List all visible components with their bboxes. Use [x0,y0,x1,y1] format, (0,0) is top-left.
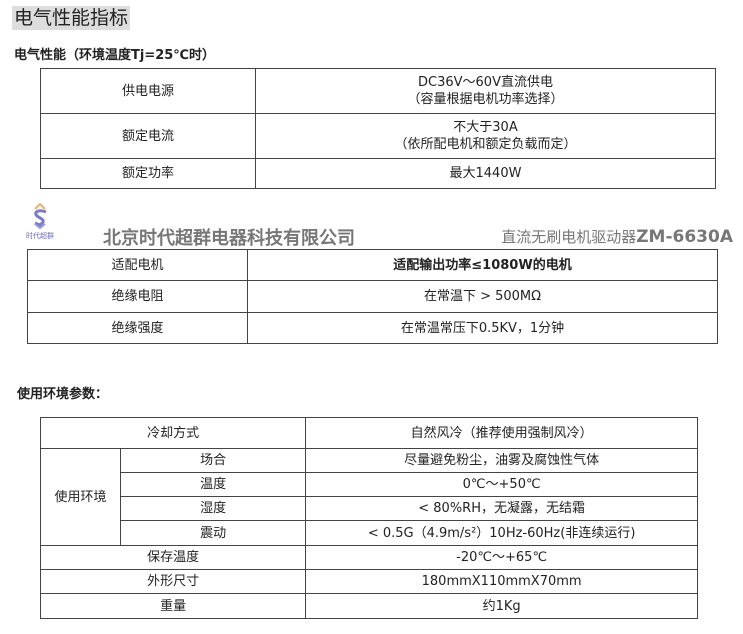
logo-text: 时代超群 [26,232,54,240]
table-row: 绝缘电阻 在常温下 > 500MΩ [27,280,718,313]
row-value: -20℃～+65℃ [305,545,698,570]
value-line: DC36V～60V直流供电 [418,75,553,90]
page-title: 电气性能指标 [12,6,131,30]
row-value: < 0.5G（4.9m/s²）10Hz-60Hz(非连续运行) [305,520,698,546]
group-label: 使用环境 [40,448,121,546]
value-line: （容量根据电机功率选择） [407,92,564,107]
table-row: 湿度 < 80%RH，无凝露，无结霜 [41,496,698,521]
row-label: 场合 [119,448,307,473]
row-label: 供电电源 [40,68,256,114]
table-row: 重量 约1Kg [39,593,698,619]
row-label: 绝缘电阻 [27,280,248,313]
table-row: 震动 < 0.5G（4.9m/s²）10Hz-60Hz(非连续运行) [41,520,698,546]
company-name: 北京时代超群电器科技有限公司 [103,228,355,249]
row-label: 绝缘强度 [27,312,248,344]
row-value: 约1Kg [305,593,698,619]
row-label: 额定功率 [40,158,256,189]
environment-table: 冷却方式 自然风冷（推荐使用强制风冷） 使用环境 场合 尽量避免粉尘，油雾及腐蚀性气体… [39,417,698,619]
table-row: 冷却方式 自然风冷（推荐使用强制风冷） [39,417,698,449]
row-label: 湿度 [119,496,307,521]
table-row: 绝缘强度 在常温常压下0.5KV，1分钟 [27,312,718,344]
row-label: 外形尺寸 [39,569,307,594]
row-value: 尽量避免粉尘，油雾及腐蚀性气体 [305,448,698,473]
row-label: 额定电流 [40,113,256,159]
row-value: 在常温常压下0.5KV，1分钟 [247,312,718,344]
row-label: 重量 [39,593,307,619]
value-line: 不大于30A [453,120,518,135]
value-line: （依所配电机和额定负载而定） [394,137,577,152]
table-row: 适配电机 适配输出功率≤1080W的电机 [27,249,718,281]
section-heading-electrical: 电气性能（环境温度Tj=25℃时） [14,48,216,63]
row-value: < 80%RH，无凝露，无结霜 [305,496,698,521]
row-label: 适配电机 [27,249,248,281]
table-row: 额定功率 最大1440W [40,158,716,189]
row-label: 温度 [119,472,307,497]
row-value: 不大于30A （依所配电机和额定负载而定） [255,113,716,159]
row-value: 180mmX110mmX70mm [305,569,698,594]
section-heading-environment: 使用环境参数： [17,387,109,402]
row-label: 冷却方式 [39,417,307,449]
row-value: 0℃～+50℃ [305,472,698,497]
row-value: 最大1440W [255,158,716,189]
table-row: 外形尺寸 180mmX110mmX70mm [39,569,698,594]
row-value: 适配输出功率≤1080W的电机 [247,249,718,281]
product-model: ZM-6630A [636,227,733,247]
logo-icon [34,202,47,230]
row-value: DC36V～60V直流供电 （容量根据电机功率选择） [255,68,716,114]
table-row: 额定电流 不大于30A （依所配电机和额定负载而定） [40,113,716,159]
row-value: 自然风冷（推荐使用强制风冷） [305,417,698,449]
row-value: 在常温下 > 500MΩ [247,280,718,313]
table-row: 保存温度 -20℃～+65℃ [39,545,698,570]
table-row: 供电电源 DC36V～60V直流供电 （容量根据电机功率选择） [40,68,716,114]
electrical-table: 供电电源 DC36V～60V直流供电 （容量根据电机功率选择） 额定电流 不大于30A… [40,68,716,189]
product-prefix: 直流无刷电机驱动器 [501,228,637,246]
company-logo: 时代超群 [20,202,60,241]
table-row: 温度 0℃～+50℃ [41,472,698,497]
product-name: 直流无刷电机驱动器ZM-6630A [501,226,733,247]
motor-table: 适配电机 适配输出功率≤1080W的电机 绝缘电阻 在常温下 > 500MΩ 绝缘强… [27,249,718,344]
row-label: 保存温度 [39,545,307,570]
row-label: 震动 [119,520,307,546]
table-row: 使用环境 场合 尽量避免粉尘，油雾及腐蚀性气体 [40,448,698,546]
